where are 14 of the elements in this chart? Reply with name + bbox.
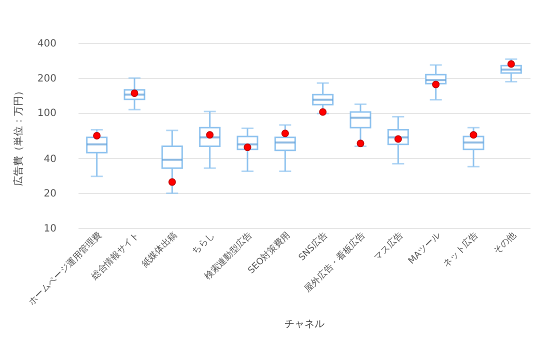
y-tick-label: 100 — [37, 108, 56, 120]
x-axis-title: チャネル — [284, 318, 324, 330]
x-tick-label: その他 — [491, 230, 518, 257]
y-axis-title: 広告費（単位：万円） — [12, 86, 24, 186]
x-tick-label: ちらし — [190, 230, 217, 257]
y-tick-label: 10 — [44, 224, 56, 234]
y-tick-label: 20 — [44, 188, 56, 200]
y-tick-label: 40 — [44, 154, 56, 165]
x-tick-label: ネット広告 — [440, 230, 481, 270]
y-tick-label: 200 — [37, 73, 56, 84]
x-tick-label: マス広告 — [372, 230, 406, 264]
y-tick-label: 400 — [37, 38, 56, 50]
x-tick-label: 紙媒体出稿 — [140, 230, 180, 270]
x-tick-label: MAツール — [406, 230, 443, 267]
